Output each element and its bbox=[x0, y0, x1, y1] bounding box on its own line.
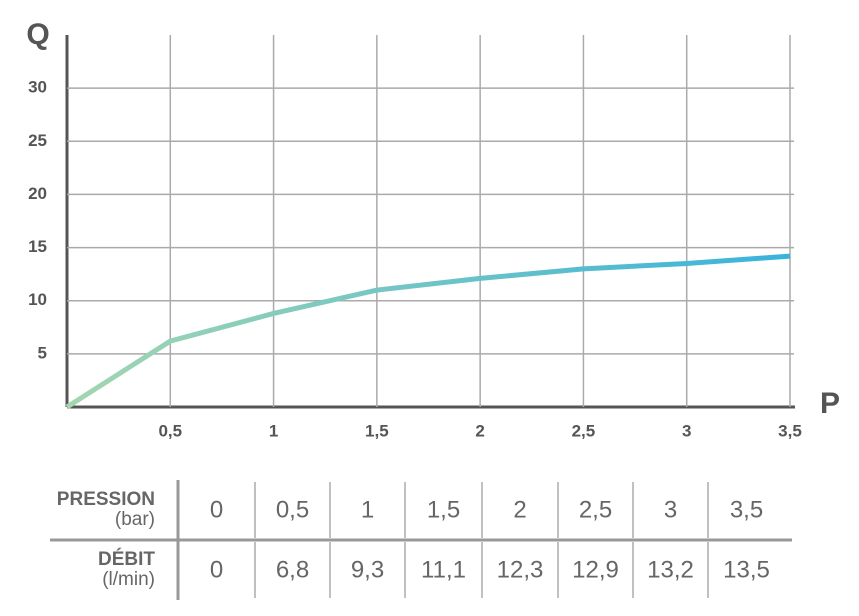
y-tick-label: 25 bbox=[28, 131, 47, 150]
row-label: DÉBIT bbox=[98, 548, 155, 570]
cell: 13,5 bbox=[723, 556, 770, 583]
cell: 9,3 bbox=[351, 556, 384, 583]
y-axis-label: Q bbox=[26, 18, 49, 51]
y-tick-label: 20 bbox=[28, 184, 47, 203]
cell: 12,9 bbox=[572, 556, 619, 583]
row-label: PRESSION bbox=[57, 489, 155, 510]
row-unit: (l/min) bbox=[102, 569, 155, 590]
cell: 2 bbox=[513, 496, 526, 523]
x-tick-label: 0,5 bbox=[158, 421, 182, 440]
cell: 6,8 bbox=[276, 556, 309, 583]
x-tick-label: 1,5 bbox=[365, 421, 389, 440]
y-tick-label: 10 bbox=[28, 290, 47, 309]
cell: 3,5 bbox=[730, 496, 763, 523]
cell: 1,5 bbox=[427, 496, 460, 523]
x-tick-label: 1 bbox=[269, 421, 278, 440]
cell: 2,5 bbox=[579, 496, 612, 523]
cell: 0 bbox=[210, 496, 223, 523]
x-tick-label: 3,5 bbox=[778, 421, 802, 440]
y-tick-label: 30 bbox=[28, 78, 47, 97]
cell: 11,1 bbox=[421, 556, 466, 583]
data-line bbox=[65, 253, 791, 410]
x-tick-label: 3 bbox=[682, 421, 691, 440]
cell: 13,2 bbox=[647, 556, 694, 583]
row-unit: (bar) bbox=[115, 509, 155, 530]
cell: 0 bbox=[210, 556, 223, 583]
cell: 3 bbox=[664, 496, 677, 523]
x-tick-label: 2 bbox=[475, 421, 484, 440]
cell: 0,5 bbox=[276, 496, 309, 523]
cell: 1 bbox=[361, 496, 374, 523]
x-tick-label: 2,5 bbox=[572, 421, 596, 440]
y-tick-label: 5 bbox=[38, 343, 47, 362]
x-axis-label: P bbox=[820, 387, 840, 420]
cell: 12,3 bbox=[497, 556, 544, 583]
y-tick-label: 15 bbox=[28, 237, 47, 256]
